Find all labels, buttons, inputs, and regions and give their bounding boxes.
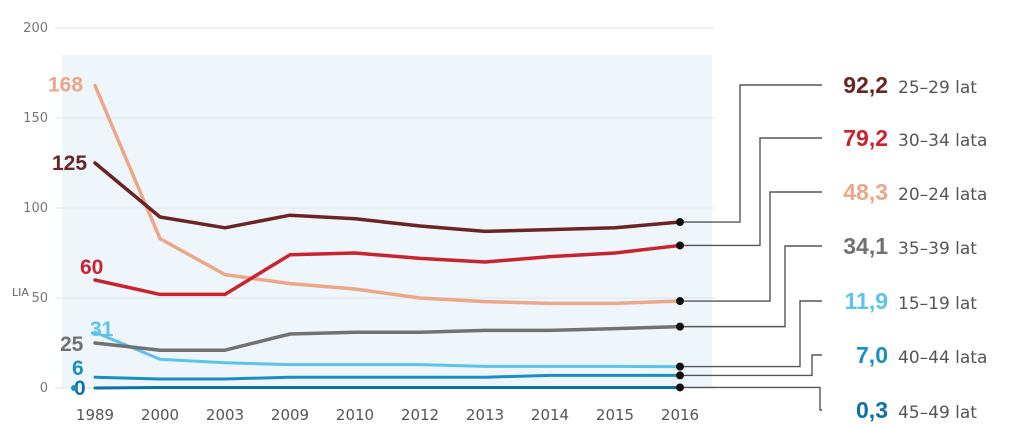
y-tick-label: 50	[31, 291, 48, 306]
leader-line	[684, 137, 822, 247]
series-name-label: 25–29 lat	[898, 78, 977, 98]
x-tick-label: 2014	[531, 406, 569, 424]
end-point-marker	[676, 297, 684, 306]
series-line	[93, 385, 682, 390]
x-tick-label: 2013	[466, 406, 504, 424]
leader-line	[684, 354, 822, 377]
end-point-marker	[676, 371, 684, 380]
end-point-marker	[676, 362, 684, 371]
series-name-label: 45–49 lat	[898, 403, 977, 423]
series-end-value: 11,9	[845, 288, 889, 314]
series-name-label: 40–44 lata	[898, 348, 987, 368]
series-line	[93, 243, 682, 297]
x-tick-label: 2010	[336, 406, 374, 424]
series-name-label: 20–24 lata	[898, 185, 987, 205]
series-start-label: 6	[72, 357, 84, 380]
end-point-marker	[676, 383, 684, 392]
series-start-label: 31	[90, 318, 114, 341]
x-tick-label: 2009	[271, 406, 309, 424]
series-end-value: 48,3	[843, 179, 888, 205]
series-line	[93, 83, 682, 306]
series-line	[93, 373, 682, 381]
x-tick-label: 2016	[661, 406, 699, 424]
x-tick-label: 2000	[141, 406, 179, 424]
leader-line	[684, 386, 822, 411]
x-tick-label: 2012	[401, 406, 439, 424]
zero-marker	[71, 385, 77, 391]
x-tick-label: 2015	[596, 406, 634, 424]
series-start-label: 25	[60, 333, 84, 356]
leader-line	[684, 191, 822, 302]
y-tick-label: 200	[23, 21, 48, 36]
series-end-value: 79,2	[843, 125, 888, 151]
end-point-marker	[676, 218, 684, 227]
series-end-value: 0,3	[856, 397, 888, 423]
series-end-value: 34,1	[843, 233, 888, 259]
series-end-value: 7,0	[856, 342, 888, 368]
y-axis-label: LIA	[12, 286, 29, 299]
y-tick-label: 150	[23, 111, 48, 126]
series-name-label: 35–39 lat	[898, 239, 977, 259]
series-start-label: 168	[48, 74, 83, 97]
series-line	[93, 324, 682, 352]
series-name-label: 15–19 lat	[898, 294, 977, 314]
leader-line	[684, 300, 822, 368]
series-line	[93, 161, 682, 234]
y-tick-label: 0	[40, 381, 48, 396]
leader-line	[684, 84, 822, 223]
leader-line	[684, 245, 822, 328]
series-line	[93, 330, 682, 369]
series-start-label: 60	[80, 256, 103, 279]
x-tick-label: 1989	[76, 406, 114, 424]
series-start-label: 0	[74, 377, 86, 400]
series-end-value: 92,2	[843, 72, 888, 98]
series-start-label: 125	[52, 152, 87, 175]
series-name-label: 30–34 lata	[898, 131, 987, 151]
end-point-marker	[676, 241, 684, 250]
x-tick-label: 2003	[206, 406, 244, 424]
y-tick-label: 100	[23, 201, 48, 216]
end-point-marker	[676, 322, 684, 331]
